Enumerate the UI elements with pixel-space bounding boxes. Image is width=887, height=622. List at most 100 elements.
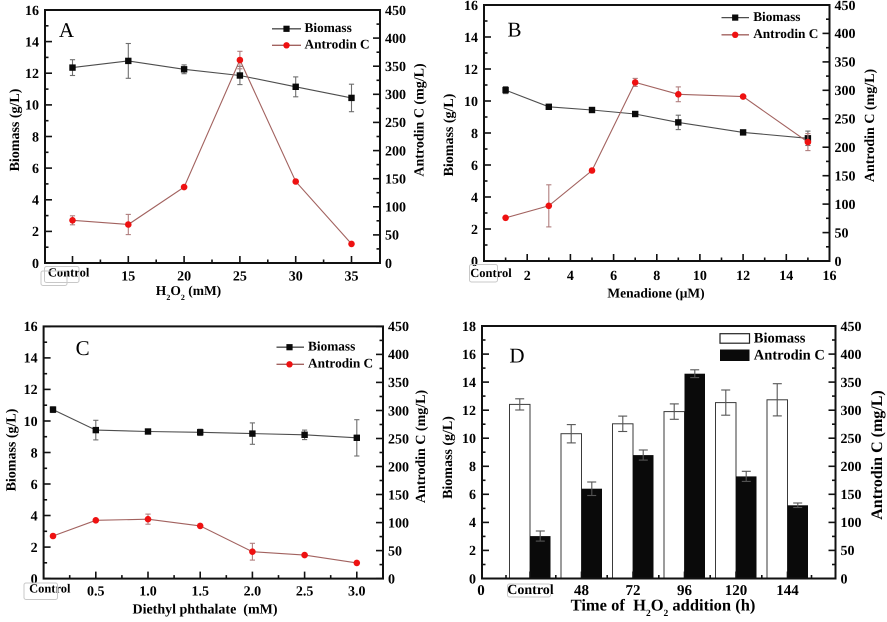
svg-text:20: 20 — [177, 269, 191, 284]
svg-text:200: 200 — [835, 141, 856, 156]
svg-text:0: 0 — [841, 572, 848, 587]
svg-text:12: 12 — [25, 67, 39, 82]
svg-text:16: 16 — [24, 320, 38, 335]
svg-text:14: 14 — [779, 269, 793, 284]
svg-text:450: 450 — [385, 4, 406, 19]
svg-text:8: 8 — [471, 127, 478, 142]
svg-text:2: 2 — [471, 223, 478, 238]
svg-text:Antrodin C: Antrodin C — [308, 356, 373, 371]
svg-text:100: 100 — [385, 201, 406, 216]
svg-text:1.0: 1.0 — [139, 585, 157, 600]
svg-text:Antrodin C (mg/L): Antrodin C (mg/L) — [869, 390, 886, 520]
svg-text:Antrodin C: Antrodin C — [754, 348, 825, 364]
svg-text:150: 150 — [835, 170, 856, 185]
svg-text:4: 4 — [471, 191, 478, 206]
svg-text:50: 50 — [388, 544, 402, 559]
svg-text:6: 6 — [32, 162, 39, 177]
svg-text:50: 50 — [835, 226, 849, 241]
svg-text:144: 144 — [776, 583, 799, 599]
svg-text:6: 6 — [31, 478, 38, 493]
svg-text:35: 35 — [345, 269, 359, 284]
svg-text:400: 400 — [835, 27, 856, 42]
svg-text:16: 16 — [823, 269, 837, 284]
svg-text:Antrodin C: Antrodin C — [305, 37, 370, 52]
svg-text:48: 48 — [574, 583, 589, 599]
svg-text:Time of H2O2 addition (h): Time of H2O2 addition (h) — [571, 596, 756, 620]
svg-text:8: 8 — [32, 130, 39, 145]
svg-text:14: 14 — [25, 35, 39, 50]
svg-text:Diethyl phthalate (mM): Diethyl phthalate (mM) — [132, 603, 277, 618]
svg-text:2.0: 2.0 — [244, 585, 262, 600]
svg-text:0: 0 — [385, 257, 392, 272]
svg-text:30: 30 — [289, 269, 303, 284]
svg-text:Antrodin C: Antrodin C — [753, 26, 818, 41]
svg-text:300: 300 — [841, 404, 862, 419]
svg-text:Menadione (μM): Menadione (μM) — [607, 286, 704, 301]
svg-text:120: 120 — [725, 583, 748, 599]
svg-text:14: 14 — [24, 352, 38, 367]
svg-text:50: 50 — [385, 229, 399, 244]
svg-text:1.5: 1.5 — [191, 585, 209, 600]
svg-text:0.5: 0.5 — [87, 585, 105, 600]
svg-text:12: 12 — [736, 269, 750, 284]
svg-text:250: 250 — [385, 116, 406, 131]
svg-text:4: 4 — [567, 269, 574, 284]
svg-text:4: 4 — [469, 516, 476, 531]
svg-text:D: D — [509, 344, 524, 368]
svg-text:300: 300 — [388, 404, 409, 419]
svg-text:Biomass: Biomass — [753, 9, 800, 24]
svg-text:450: 450 — [841, 320, 862, 335]
svg-text:300: 300 — [835, 84, 856, 99]
svg-text:18: 18 — [462, 320, 476, 335]
svg-text:8: 8 — [31, 446, 38, 461]
svg-text:Antrodin C (mg/L): Antrodin C (mg/L) — [414, 390, 429, 504]
svg-text:2.5: 2.5 — [296, 585, 314, 600]
svg-text:2: 2 — [469, 544, 476, 559]
svg-text:400: 400 — [841, 348, 862, 363]
svg-text:4: 4 — [32, 194, 39, 209]
svg-text:6: 6 — [610, 269, 617, 284]
svg-text:400: 400 — [385, 32, 406, 47]
svg-text:Biomass: Biomass — [305, 20, 352, 35]
svg-text:2: 2 — [32, 225, 39, 240]
svg-text:0: 0 — [471, 255, 478, 270]
svg-text:10: 10 — [24, 415, 38, 430]
svg-text:0: 0 — [388, 572, 395, 587]
svg-text:10: 10 — [464, 95, 478, 110]
svg-text:0: 0 — [477, 583, 485, 599]
svg-text:72: 72 — [626, 583, 641, 599]
svg-text:0: 0 — [469, 572, 476, 587]
svg-text:450: 450 — [388, 320, 409, 335]
svg-text:12: 12 — [462, 404, 476, 419]
svg-text:350: 350 — [388, 376, 409, 391]
svg-text:100: 100 — [835, 198, 856, 213]
svg-text:50: 50 — [841, 544, 855, 559]
svg-text:150: 150 — [388, 488, 409, 503]
svg-text:350: 350 — [835, 56, 856, 71]
svg-text:12: 12 — [464, 63, 478, 78]
svg-text:150: 150 — [385, 173, 406, 188]
svg-text:6: 6 — [471, 159, 478, 174]
svg-text:300: 300 — [385, 88, 406, 103]
svg-text:100: 100 — [388, 516, 409, 531]
svg-text:250: 250 — [841, 432, 862, 447]
svg-text:16: 16 — [462, 348, 476, 363]
svg-text:250: 250 — [388, 432, 409, 447]
svg-text:100: 100 — [841, 516, 862, 531]
svg-text:Biomass (g/L): Biomass (g/L) — [442, 93, 457, 176]
svg-text:14: 14 — [462, 376, 476, 391]
svg-text:200: 200 — [385, 144, 406, 159]
svg-text:200: 200 — [841, 460, 862, 475]
svg-text:8: 8 — [469, 460, 476, 475]
svg-text:Biomass: Biomass — [754, 331, 806, 347]
svg-text:200: 200 — [388, 460, 409, 475]
svg-text:C: C — [76, 336, 90, 360]
svg-text:8: 8 — [653, 269, 660, 284]
svg-text:0: 0 — [835, 255, 842, 270]
svg-text:12: 12 — [24, 383, 38, 398]
svg-text:10: 10 — [693, 269, 707, 284]
svg-text:Control: Control — [29, 581, 71, 595]
svg-text:150: 150 — [841, 488, 862, 503]
svg-text:14: 14 — [464, 31, 478, 46]
svg-text:25: 25 — [233, 269, 247, 284]
